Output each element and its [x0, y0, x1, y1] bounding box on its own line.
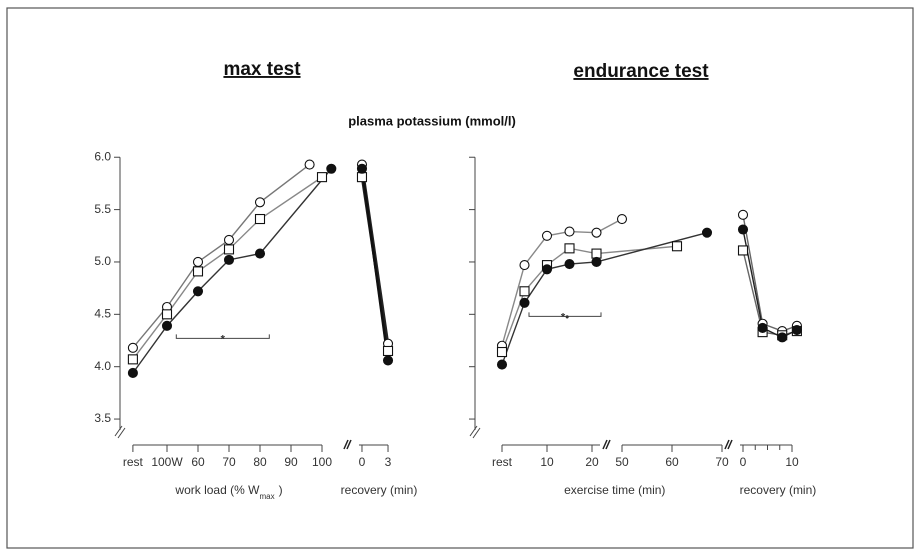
x-tick-label: 10: [785, 455, 799, 469]
marker-filled-circle: [777, 332, 788, 343]
x-tick-label: 0: [359, 455, 366, 469]
marker-square: [591, 248, 602, 259]
marker-filled-circle: [519, 297, 530, 308]
x-axis-title-end: ): [279, 483, 283, 497]
y-tick-label: 5.5: [94, 202, 111, 216]
x-tick-label: 60: [191, 455, 205, 469]
x-tick-label: 100: [312, 455, 332, 469]
marker-filled-circle: [791, 324, 802, 336]
axis-break: [602, 439, 611, 450]
chart-title: endurance test: [573, 61, 709, 82]
y-tick-label: 5.0: [94, 254, 111, 268]
y-tick-label: 4.5: [94, 306, 111, 320]
y-tick-label: 4.0: [94, 359, 111, 373]
x-axis-title: work load (% Wmax): [174, 483, 282, 501]
series-line: [132, 168, 332, 374]
marker-filled-circle: [192, 286, 204, 297]
x-tick-label: 3: [385, 455, 392, 469]
y-axis-title: plasma potassium (mmol/l): [348, 113, 516, 128]
x-tick-label: 80: [253, 455, 267, 469]
chart-title: max test: [223, 59, 301, 80]
marker-open-circle: [541, 230, 553, 241]
marker-filled-circle: [701, 227, 713, 238]
axis-break: [114, 425, 126, 439]
marker-open-circle: [519, 260, 530, 271]
marker-open-circle: [564, 226, 575, 237]
axis-break: [469, 425, 481, 439]
marker-filled-circle: [382, 355, 394, 366]
x-axis-title: exercise time (min): [564, 483, 665, 497]
x-tick-label: 10: [540, 455, 554, 469]
marker-square: [737, 245, 749, 256]
marker-square: [519, 286, 530, 297]
x-tick-label: rest: [123, 455, 144, 469]
marker-square: [496, 346, 508, 358]
annotation-bracket: [528, 312, 602, 317]
annotation-text: *: [221, 333, 226, 345]
marker-square: [192, 266, 204, 277]
marker-filled-circle: [757, 322, 768, 333]
marker-open-circle: [616, 213, 628, 225]
x-tick-label: 90: [284, 455, 298, 469]
marker-square: [127, 354, 138, 365]
marker-filled-circle: [161, 320, 173, 331]
series-line: [742, 229, 798, 339]
annotation-bracket: [175, 334, 270, 339]
x-axis-title-sub: max: [259, 492, 274, 501]
series-line: [742, 214, 798, 332]
axis-break: [724, 439, 733, 450]
marker-square: [161, 309, 173, 320]
x-tick-label: 0: [740, 455, 747, 469]
marker-filled-circle: [541, 264, 553, 275]
x-tick-label: 50: [615, 455, 629, 469]
y-tick-label: 6.0: [94, 149, 111, 163]
marker-filled-circle: [254, 248, 266, 259]
marker-filled-circle: [564, 259, 575, 270]
x-axis-title: recovery (min): [740, 483, 817, 497]
x-tick-label: 70: [222, 455, 236, 469]
marker-open-circle: [192, 256, 204, 268]
x-tick-label: 60: [665, 455, 679, 469]
marker-filled-circle: [496, 359, 508, 370]
marker-filled-circle: [223, 254, 235, 265]
x-tick-label: 100W: [151, 455, 183, 469]
marker-filled-circle: [356, 163, 368, 174]
marker-square: [382, 345, 394, 357]
y-tick-label: 3.5: [94, 411, 111, 425]
marker-filled-circle: [326, 163, 337, 174]
x-axis-title: recovery (min): [341, 483, 418, 497]
series-line: [132, 164, 311, 349]
marker-open-circle: [737, 209, 749, 220]
marker-square: [671, 241, 683, 252]
series-line: [132, 176, 323, 360]
marker-open-circle: [591, 227, 602, 238]
annotation-text: *•: [561, 311, 569, 323]
series-line: [360, 168, 390, 361]
frame: [6, 7, 914, 549]
x-axis-title-text: exercise time (min): [564, 483, 665, 497]
marker-open-circle: [304, 159, 315, 170]
x-axis-title-text: work load (% W: [174, 483, 260, 497]
marker-open-circle: [223, 234, 235, 246]
marker-square: [254, 213, 266, 225]
marker-square: [316, 172, 328, 183]
x-tick-label: rest: [492, 455, 513, 469]
marker-filled-circle: [591, 256, 602, 268]
marker-filled-circle: [127, 367, 138, 379]
marker-square: [564, 243, 575, 254]
series-line: [501, 231, 708, 365]
marker-open-circle: [127, 342, 138, 353]
marker-filled-circle: [737, 224, 749, 235]
marker-open-circle: [254, 197, 266, 208]
marker-square: [356, 172, 368, 183]
x-tick-label: 70: [715, 455, 729, 469]
x-tick-label: 20: [585, 455, 599, 469]
axis-break: [343, 439, 352, 450]
marker-square: [223, 244, 235, 255]
